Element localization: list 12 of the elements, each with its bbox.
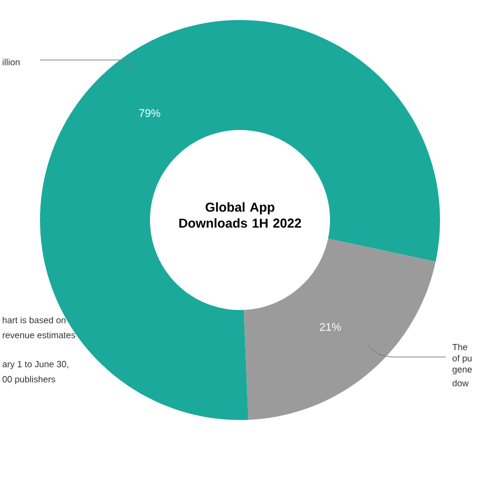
text: revenue estimates — [2, 332, 76, 338]
text: of pu — [452, 354, 472, 364]
data-label: 79% — [139, 109, 160, 117]
text: hart is based on — [2, 316, 66, 324]
text: The — [452, 344, 468, 350]
text: ary 1 to June 30, — [2, 360, 68, 370]
text: 00 publishers — [2, 376, 56, 384]
text: Global App Downloads 1H 2022 — [179, 202, 302, 228]
data-label: 21% — [320, 323, 341, 331]
text: gene — [452, 368, 472, 374]
text: dow — [452, 380, 469, 386]
text: illion — [2, 58, 20, 66]
